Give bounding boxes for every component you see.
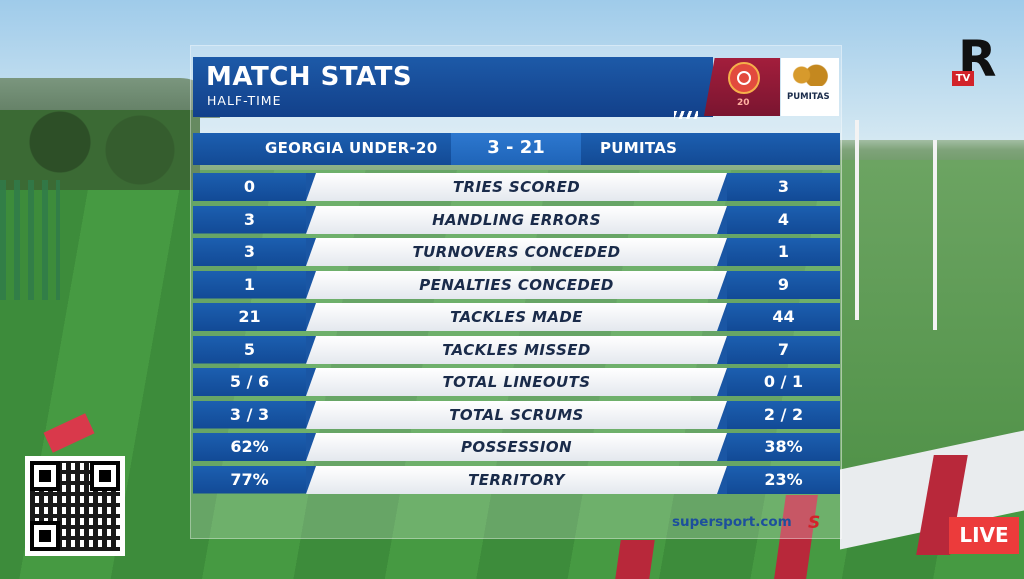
sponsor-banner-low [615, 540, 655, 579]
stat-label: TRIES SCORED [306, 173, 727, 201]
stat-label: TERRITORY [306, 465, 727, 494]
pumitas-logo-text: PUMITAS [787, 92, 830, 102]
qr-corner-top-right [90, 461, 120, 491]
match-score: 3 - 21 [487, 137, 545, 158]
home-stat-value: 3 [193, 238, 306, 266]
away-stat-value: 44 [727, 303, 840, 331]
home-team-name: GEORGIA UNDER-20 [265, 139, 438, 157]
away-stat-value: 7 [727, 335, 840, 364]
decorative-ticks [674, 111, 698, 119]
score-box [451, 133, 581, 165]
title-bar [193, 57, 713, 117]
stat-row: 5 / 6 TOTAL LINEOUTS 0 / 1 [193, 368, 840, 396]
goal-post-left [855, 120, 859, 320]
home-stat-value: 1 [193, 270, 306, 299]
home-stat-value: 5 [193, 335, 306, 364]
stat-label: TOTAL SCRUMS [306, 400, 727, 429]
page-title: MATCH STATS [206, 62, 413, 92]
stat-label: TACKLES MISSED [306, 335, 727, 364]
away-stat-value: 2 / 2 [727, 400, 840, 429]
stat-label: HANDLING ERRORS [306, 205, 727, 234]
fence-background [0, 180, 60, 300]
stat-row: 21 TACKLES MADE 44 [193, 303, 840, 331]
georgia-emblem-icon [728, 62, 760, 94]
home-stat-value: 21 [193, 303, 306, 331]
qr-corner-top-left [30, 461, 60, 491]
away-stat-value: 3 [727, 173, 840, 201]
away-stat-value: 1 [727, 238, 840, 266]
stat-row: 1 PENALTIES CONCEDED 9 [193, 270, 840, 299]
away-stat-value: 0 / 1 [727, 368, 840, 396]
stat-row: 3 / 3 TOTAL SCRUMS 2 / 2 [193, 400, 840, 429]
home-stat-value: 3 / 3 [193, 400, 306, 429]
home-stat-value: 62% [193, 433, 306, 461]
goal-post-right [933, 140, 937, 330]
georgia-logo-text: 20 [737, 98, 750, 108]
channel-tv-tag: TV [952, 71, 974, 86]
stat-row: 3 TURNOVERS CONCEDED 1 [193, 238, 840, 266]
away-stat-value: 23% [727, 465, 840, 494]
stat-label: POSSESSION [306, 433, 727, 461]
trees-background [0, 110, 200, 190]
supersport-logo-icon: S [808, 513, 821, 533]
stat-row: 77% TERRITORY 23% [193, 465, 840, 494]
stats-table: 0 TRIES SCORED 3 3 HANDLING ERRORS 4 3 T… [193, 173, 840, 498]
page-subtitle: HALF-TIME [207, 93, 282, 108]
stat-label: TURNOVERS CONCEDED [306, 238, 727, 266]
away-stat-value: 4 [727, 205, 840, 234]
home-stat-value: 0 [193, 173, 306, 201]
stat-row: 3 HANDLING ERRORS 4 [193, 205, 840, 234]
home-stat-value: 5 / 6 [193, 368, 306, 396]
live-badge: LIVE [949, 517, 1019, 554]
stat-label: TOTAL LINEOUTS [306, 368, 727, 396]
away-team-name: PUMITAS [600, 139, 678, 157]
home-stat-value: 77% [193, 465, 306, 494]
stat-label: PENALTIES CONCEDED [306, 270, 727, 299]
away-stat-value: 38% [727, 433, 840, 461]
jaguar-icon [789, 64, 831, 86]
stat-label: TACKLES MADE [306, 303, 727, 331]
stat-row: 0 TRIES SCORED 3 [193, 173, 840, 201]
away-stat-value: 9 [727, 270, 840, 299]
qr-corner-bottom-left [30, 521, 60, 551]
broadcaster-url: supersport.com [672, 514, 792, 530]
qr-code [25, 456, 125, 556]
stat-row: 5 TACKLES MISSED 7 [193, 335, 840, 364]
home-stat-value: 3 [193, 205, 306, 234]
stat-row: 62% POSSESSION 38% [193, 433, 840, 461]
